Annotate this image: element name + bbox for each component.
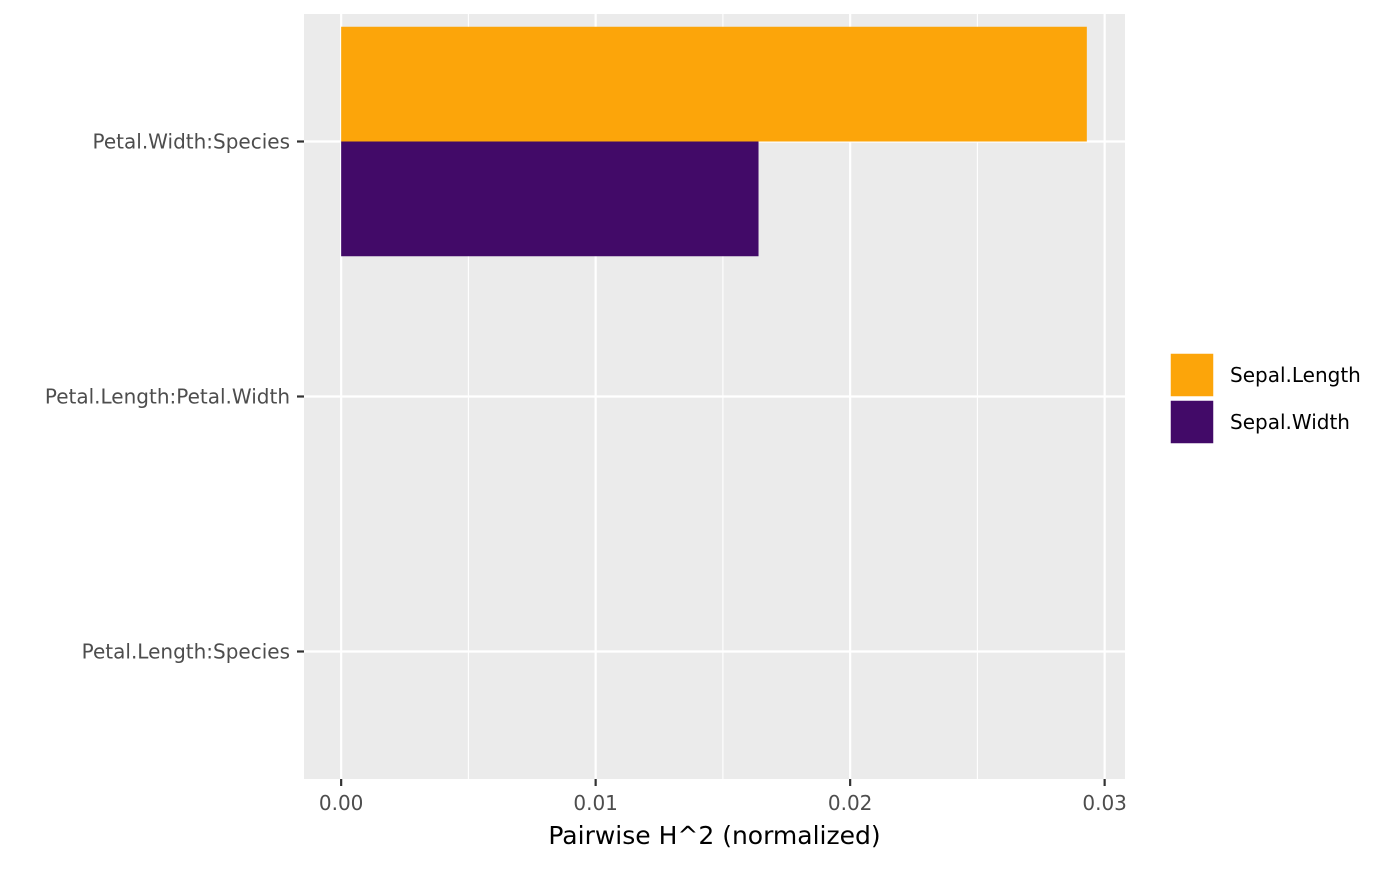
y-tick-label: Petal.Length:Species xyxy=(82,640,290,664)
y-tick-label: Petal.Length:Petal.Width xyxy=(45,385,290,409)
legend-swatch xyxy=(1169,399,1215,445)
y-tick-label: Petal.Width:Species xyxy=(93,130,290,154)
bar xyxy=(341,141,759,257)
legend-label: Sepal.Width xyxy=(1230,410,1350,434)
y-axis: Petal.Width:Species Petal.Length:Petal.Wi… xyxy=(45,130,304,664)
x-tick-label: 0.02 xyxy=(828,791,873,815)
x-axis-title: Pairwise H^2 (normalized) xyxy=(548,821,880,850)
legend: Sepal.Length Sepal.Width xyxy=(1169,352,1361,445)
x-tick-label: 0.00 xyxy=(319,791,364,815)
legend-swatch xyxy=(1169,352,1215,398)
bar xyxy=(341,26,1087,142)
legend-label: Sepal.Length xyxy=(1230,363,1361,387)
bars xyxy=(341,26,1087,257)
x-tick-label: 0.03 xyxy=(1082,791,1127,815)
x-axis: 0.00 0.01 0.02 0.03 xyxy=(319,779,1127,815)
x-tick-label: 0.01 xyxy=(573,791,618,815)
